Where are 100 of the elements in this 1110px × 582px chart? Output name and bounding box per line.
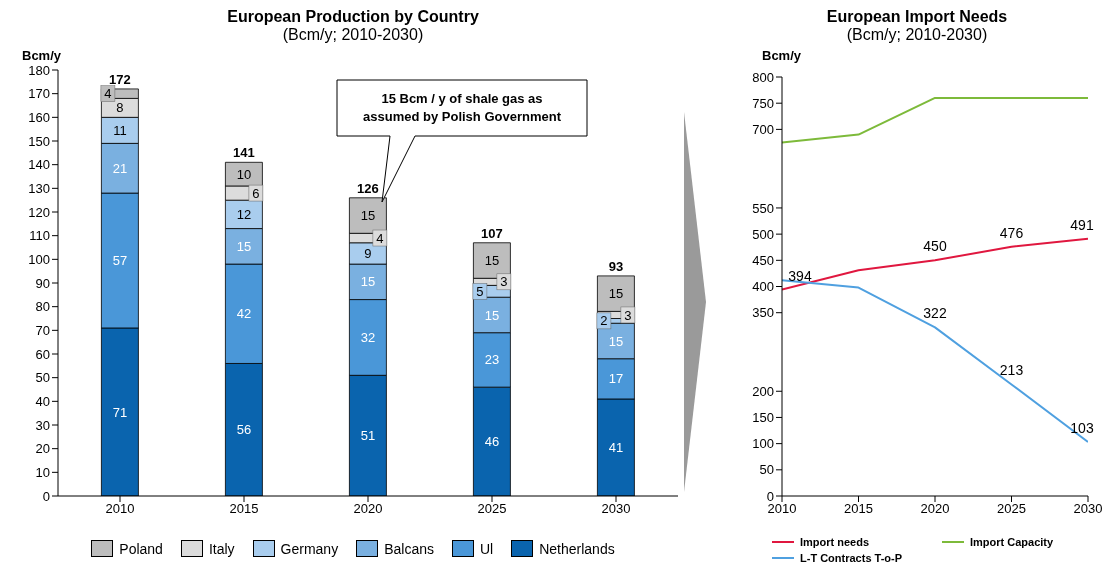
x-tick-label: 2015 (844, 501, 873, 517)
legend-label: Ul (479, 540, 494, 557)
y-tick-label: 150 (28, 133, 50, 149)
y-tick-label: 100 (752, 436, 774, 452)
data-label: 3 (500, 274, 508, 290)
legend-label: Germany (280, 540, 339, 557)
y-tick-label: 40 (35, 393, 50, 409)
y-tick-label: 20 (35, 441, 50, 457)
data-label: 56 (236, 422, 252, 438)
data-label: 4 (376, 230, 384, 246)
chart-subtitle: (Bcm/y; 2010-2030) (281, 26, 425, 44)
y-tick-label: 170 (28, 86, 50, 102)
chart-title: European Import Needs (825, 8, 1009, 26)
data-label: 450 (923, 238, 947, 255)
y-tick-label: 160 (28, 109, 50, 125)
data-label: 6 (252, 185, 260, 201)
data-label: 103 (1070, 420, 1094, 437)
legend-label: Italy (208, 540, 235, 557)
y-axis-title: Bcm/y (22, 48, 62, 63)
data-label: 4 (104, 86, 112, 102)
annotation: 15 Bcm / y of shale gas as assumed by Polish Government (362, 90, 562, 127)
data-label: 12 (236, 206, 252, 222)
data-label: 3 (624, 307, 632, 323)
y-tick-label: 120 (28, 204, 50, 220)
y-tick-label: 140 (28, 157, 50, 173)
data-label: 476 (999, 224, 1024, 241)
y-tick-label: 80 (35, 299, 50, 315)
data-label: 15 (608, 333, 624, 349)
x-tick-label: 2010 (105, 501, 135, 517)
y-tick-label: 10 (35, 464, 50, 480)
y-tick-label: 0 (42, 488, 50, 504)
data-label: 322 (923, 305, 947, 322)
y-tick-label: 130 (28, 180, 50, 196)
y-tick-label: 50 (759, 462, 774, 478)
x-tick-label: 2030 (1073, 501, 1103, 517)
y-axis-title: Bcm/y (762, 48, 802, 63)
legend-label: Netherlands (539, 540, 615, 557)
y-tick-label: 750 (752, 95, 774, 111)
chart-subtitle: (Bcm/y; 2010-2030) (845, 26, 989, 44)
data-label: 23 (484, 352, 500, 368)
x-tick-label: 2030 (601, 501, 631, 517)
data-label: 15 (360, 208, 376, 224)
total-label: 141 (233, 145, 255, 161)
data-label: 15 (484, 307, 500, 323)
data-label: 15 (236, 238, 252, 254)
data-label: 46 (484, 434, 500, 450)
total-label: 107 (481, 225, 503, 241)
y-tick-label: 550 (752, 200, 774, 216)
data-label: 394 (788, 267, 812, 284)
y-tick-label: 400 (752, 279, 774, 295)
line-series (782, 237, 1088, 291)
y-tick-label: 500 (752, 226, 774, 242)
y-tick-label: 150 (752, 410, 774, 426)
total-label: 93 (608, 258, 624, 274)
y-tick-label: 30 (35, 417, 50, 433)
legend-label: L-T Contracts T-o-P (800, 552, 903, 564)
data-label: 51 (360, 428, 376, 444)
data-label: 41 (608, 440, 624, 456)
x-tick-label: 2010 (767, 501, 797, 517)
y-tick-label: 200 (752, 383, 774, 399)
y-tick-label: 0 (766, 488, 774, 504)
x-tick-label: 2025 (477, 501, 507, 517)
y-tick-label: 100 (28, 251, 50, 267)
data-label: 15 (484, 253, 500, 269)
data-label: 2 (600, 313, 608, 329)
data-label: 15 (360, 274, 376, 290)
data-label: 57 (112, 253, 128, 269)
data-label: 32 (360, 329, 376, 345)
legend-label: Balcans (384, 540, 434, 557)
y-tick-label: 70 (35, 322, 50, 338)
total-label: 172 (109, 71, 131, 87)
y-tick-label: 90 (35, 275, 50, 291)
y-tick-label: 60 (35, 346, 50, 362)
x-tick-label: 2015 (229, 501, 259, 517)
total-label: 126 (357, 180, 379, 196)
data-label: 71 (112, 404, 128, 420)
data-label: 9 (364, 245, 372, 261)
x-tick-label: 2020 (920, 501, 950, 517)
legend-label: Import Capacity (970, 536, 1054, 548)
data-label: 11 (113, 122, 127, 138)
data-label: 491 (1070, 216, 1094, 233)
data-label: 21 (112, 160, 128, 176)
data-label: 17 (608, 371, 624, 387)
legend-label: Import needs (800, 536, 870, 548)
y-tick-label: 450 (752, 252, 774, 268)
data-label: 8 (116, 100, 124, 116)
y-tick-label: 350 (752, 305, 774, 321)
data-label: 213 (999, 362, 1024, 379)
y-tick-label: 180 (28, 62, 50, 78)
data-label: 15 (608, 286, 624, 302)
data-label: 10 (236, 166, 252, 182)
y-tick-label: 110 (29, 228, 50, 244)
x-tick-label: 2025 (997, 501, 1026, 517)
legend-label: Poland (119, 540, 163, 557)
y-tick-label: 700 (752, 121, 774, 137)
data-label: 5 (476, 283, 484, 299)
y-tick-label: 800 (752, 69, 774, 85)
x-tick-label: 2020 (353, 501, 383, 517)
chart-title: European Production by Country (226, 8, 480, 26)
data-label: 42 (236, 306, 252, 322)
